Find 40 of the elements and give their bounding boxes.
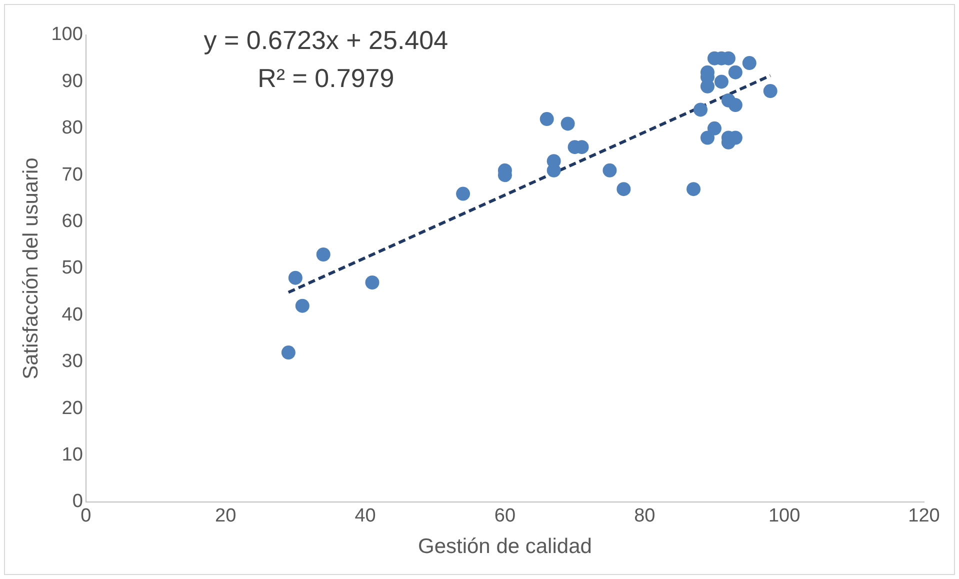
x-tick-label: 80: [634, 506, 656, 527]
point: [763, 84, 778, 98]
x-tick-label: 20: [215, 506, 236, 527]
y-tick-label: 60: [62, 211, 83, 232]
y-tick-label: 30: [62, 351, 83, 372]
x-axis-title: Gestión de calidad: [418, 535, 592, 558]
y-tick-label: 40: [62, 304, 83, 326]
point: [700, 130, 714, 145]
point: [288, 270, 302, 285]
point: [694, 102, 708, 117]
point: [281, 346, 296, 360]
y-tick-label: 20: [62, 398, 83, 419]
x-tick-label: 60: [494, 506, 516, 527]
y-tick-label: 10: [62, 444, 83, 466]
point: [365, 276, 380, 290]
point: [540, 112, 554, 126]
point: [707, 121, 722, 136]
point: [616, 182, 631, 196]
point: [714, 74, 728, 89]
point: [456, 186, 470, 201]
point: [316, 247, 330, 262]
y-tick-label: 70: [62, 164, 83, 186]
point: [295, 298, 310, 313]
point: [686, 182, 701, 196]
point: [728, 98, 742, 112]
y-tick-label: 0: [72, 491, 83, 512]
point: [602, 163, 617, 178]
x-tick-label: 40: [354, 506, 376, 527]
y-tick-label: 90: [62, 70, 83, 92]
point: [560, 116, 575, 131]
y-tick-label: 50: [62, 258, 83, 279]
x-tick-label: 100: [768, 506, 800, 527]
annotation: y = 0.6723x + 25.404: [204, 25, 448, 56]
y-tick-label: 80: [62, 118, 83, 139]
point: [728, 65, 742, 80]
y-tick-label: 100: [51, 24, 83, 46]
annotation: R² = 0.7979: [258, 63, 394, 94]
x-tick-label: 120: [908, 506, 940, 527]
point: [742, 56, 756, 70]
y-axis-title: Satisfacción del usuario: [19, 158, 42, 380]
